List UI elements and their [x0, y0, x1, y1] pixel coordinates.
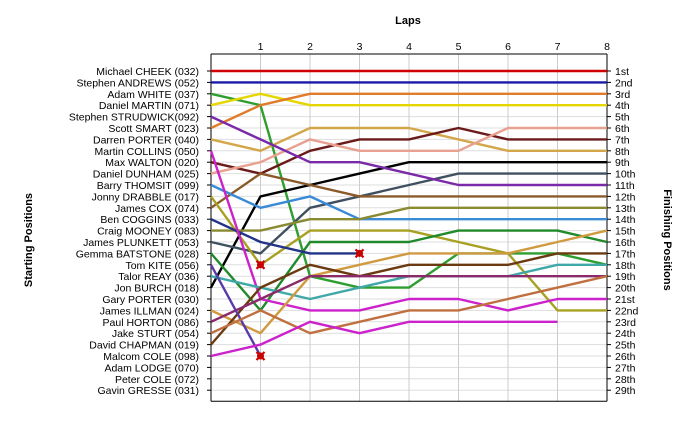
finishing-position-label: 11th — [615, 180, 635, 192]
starting-position-label: Adam WHITE (037) — [107, 89, 199, 101]
starting-position-label: Tom KITE (056) — [125, 260, 199, 272]
series-line — [210, 172, 607, 255]
starting-position-label: Talor REAY (036) — [118, 271, 199, 283]
finishing-position-label: 7th — [615, 134, 630, 146]
finishing-position-label: 9th — [615, 157, 630, 169]
series-line — [210, 252, 607, 346]
series-line — [210, 275, 607, 323]
series-line — [210, 115, 607, 187]
series-layer — [209, 69, 608, 358]
series-line — [210, 92, 607, 130]
retirement-cross — [255, 351, 266, 361]
finishing-position-label: 25th — [615, 340, 636, 352]
starting-position-label: Gavin GRESSE (031) — [97, 385, 199, 397]
series-line — [210, 275, 608, 335]
x-axis-title: Laps — [395, 15, 421, 27]
series-line — [210, 92, 607, 107]
finishing-position-label: 10th — [615, 169, 636, 181]
finishing-position-label: 15th — [615, 226, 636, 238]
finishing-position-label: 24th — [615, 328, 636, 340]
x-tick-label: 3 — [357, 41, 363, 53]
x-tick-label: 8 — [604, 41, 610, 53]
series-line — [209, 160, 607, 289]
starting-position-label: Jon BURCH (018) — [114, 283, 199, 295]
finishing-position-label: 16th — [615, 237, 636, 249]
finishing-position-label: 21st — [615, 294, 635, 306]
finishing-position-label: 27th — [615, 362, 636, 374]
starting-position-label: Daniel MARTIN (071) — [99, 100, 199, 112]
series-line — [210, 218, 360, 255]
finishing-position-label: 5th — [615, 112, 630, 124]
starting-position-label: Jake STURT (054) — [112, 328, 199, 340]
series-line — [211, 206, 607, 232]
starting-position-label: Daniel DUNHAM (025) — [93, 169, 199, 181]
starting-position-label: Stephen STRUDWICK(092) — [69, 112, 199, 124]
series-line — [209, 264, 262, 357]
starting-position-label: Scott SMART (023) — [108, 123, 199, 135]
finishing-position-label: 20th — [615, 283, 636, 295]
finishing-position-label: 14th — [615, 214, 636, 226]
series-line — [210, 320, 558, 358]
finishing-position-label: 17th — [615, 248, 636, 260]
finishing-position-label: 26th — [615, 351, 636, 363]
starting-position-label: Adam LODGE (070) — [104, 362, 199, 374]
finishing-position-label: 28th — [615, 374, 636, 386]
finishing-position-label: 23rd — [615, 317, 636, 329]
starting-position-label: David CHAPMAN (019) — [89, 340, 199, 352]
finishing-position-label: 6th — [615, 123, 630, 135]
finishing-position-label: 2nd — [615, 77, 633, 89]
retirement-cross — [255, 260, 266, 270]
finishing-position-label: 13th — [615, 203, 636, 215]
starting-position-label: Gary PORTER (030) — [102, 294, 199, 306]
x-tick-label: 5 — [456, 41, 462, 53]
series-line — [210, 126, 607, 153]
finishing-position-label: 18th — [615, 260, 636, 272]
series-line — [209, 150, 607, 312]
series-line — [210, 172, 607, 209]
finishing-position-label: 22nd — [615, 305, 639, 317]
starting-position-label: Malcom COLE (098) — [103, 351, 199, 363]
starting-position-label: Peter COLE (072) — [115, 374, 199, 386]
starting-position-label: Darren PORTER (040) — [93, 134, 199, 146]
x-tick-label: 4 — [406, 41, 412, 53]
series-line — [210, 126, 607, 175]
starting-position-label: Craig MOONEY (083) — [97, 226, 199, 238]
x-tick-label: 6 — [505, 41, 511, 53]
series-line — [210, 229, 608, 335]
starting-position-label: Gemma BATSTONE (028) — [76, 248, 199, 260]
x-tick-label: 7 — [555, 41, 561, 53]
series-line — [210, 126, 607, 175]
x-tick-label: 1 — [258, 41, 264, 53]
finishing-position-label: 3rd — [615, 89, 630, 101]
starting-position-label: James COX (074) — [115, 203, 199, 215]
starting-position-label: Michael CHEEK (032) — [96, 66, 199, 78]
starting-position-label: Barry THOMSIT (099) — [97, 180, 199, 192]
starting-position-label: James PLUNKETT (053) — [83, 237, 199, 249]
starting-position-label: Max WALTON (020) — [105, 157, 199, 169]
series-line — [210, 229, 608, 312]
finishing-position-label: 1st — [615, 66, 629, 78]
labels-layer: 1 2 3 4 5 6 7 8 Michael CHEEK (032)Stephen ANDRE… — [69, 41, 639, 397]
starting-position-label: Jonny DRABBLE (017) — [92, 191, 199, 203]
series-line — [210, 92, 608, 289]
x-tick-label: 2 — [307, 41, 313, 53]
finishing-position-label: 8th — [615, 146, 630, 158]
finishing-position-label: 12th — [615, 191, 636, 203]
right-axis-title: Finishing Positions — [661, 189, 673, 290]
starting-position-label: Ben COGGINS (033) — [100, 214, 199, 226]
left-axis-title: Starting Positions — [23, 193, 35, 287]
retirement-cross — [354, 248, 365, 259]
finishing-position-label: 4th — [615, 100, 630, 112]
finishing-position-label: 29th — [615, 385, 636, 397]
starting-position-label: Stephen ANDREWS (052) — [76, 77, 199, 89]
finishing-position-label: 19th — [615, 271, 636, 283]
starting-position-label: Martin COLLINS (050) — [95, 146, 199, 158]
starting-position-label: Paul HORTON (086) — [103, 317, 199, 329]
retirement-markers — [255, 248, 365, 361]
series-line — [210, 183, 607, 221]
starting-position-label: James ILLMAN (024) — [100, 305, 199, 317]
